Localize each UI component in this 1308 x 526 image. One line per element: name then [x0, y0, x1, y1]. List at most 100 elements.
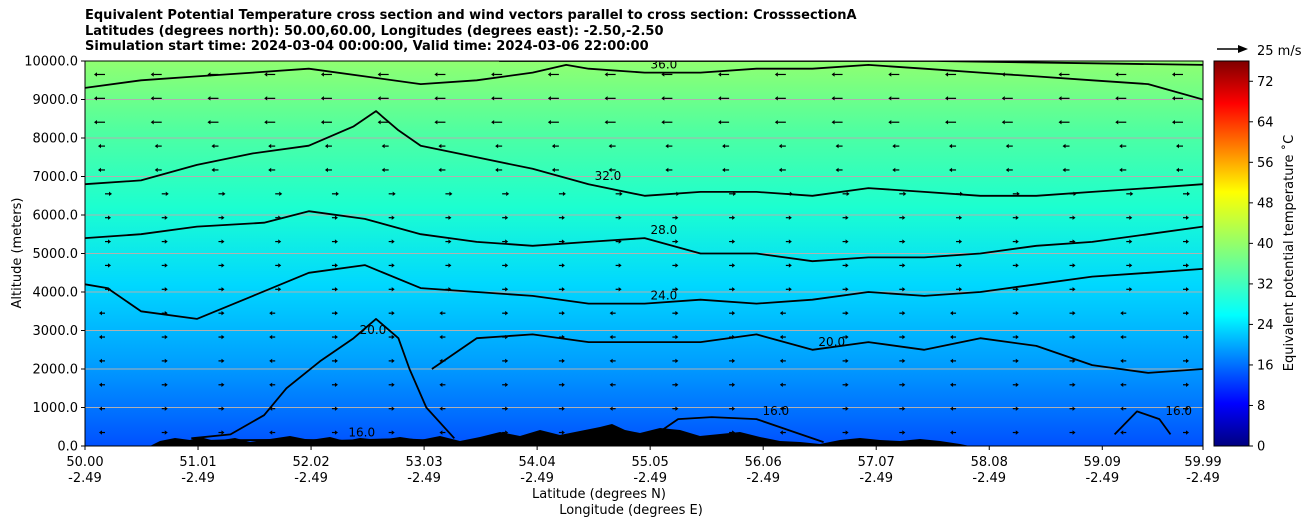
- wind-vector-head: [561, 215, 565, 220]
- x-axis-label: Latitude (degrees N): [532, 487, 666, 502]
- wind-vector-head: [675, 382, 679, 387]
- wind-vector-head: [491, 96, 495, 101]
- colorbar-tick-label: 0: [1257, 440, 1265, 455]
- wind-vector-head: [448, 239, 452, 244]
- wind-vector-head: [732, 239, 736, 244]
- wind-vector-head: [164, 430, 168, 435]
- wind-vector-head: [788, 215, 792, 220]
- y-axis-label: Altitude (meters): [10, 198, 25, 309]
- wind-vector-head: [902, 215, 906, 220]
- y-tick-label: 10000.0: [24, 55, 78, 70]
- wind-vector-head: [505, 215, 509, 220]
- wind-vector-head: [547, 96, 551, 101]
- wind-vector-head: [449, 191, 453, 197]
- wind-vector-head: [902, 358, 906, 364]
- wind-vector-head: [722, 167, 726, 173]
- wind-vector-head: [1172, 96, 1175, 101]
- wind-vector-head: [1072, 358, 1076, 364]
- wind-vector-head: [99, 358, 102, 364]
- wind-vector-head: [1115, 96, 1119, 101]
- wind-vector-head: [950, 430, 954, 435]
- wind-vector-head: [561, 334, 565, 340]
- colorbar-tick-label: 16: [1257, 358, 1274, 373]
- wind-vector-head: [675, 334, 679, 340]
- x-axis-label-2: Longitude (degrees E): [559, 503, 703, 518]
- wind-vector-head: [269, 358, 273, 364]
- wind-vector-head: [439, 358, 443, 364]
- wind-vector-head: [164, 215, 168, 220]
- wind-vector-head: [269, 406, 273, 411]
- wind-vector-head: [381, 143, 385, 149]
- wind-vector-head: [439, 430, 443, 435]
- wind-vector-head: [505, 239, 509, 244]
- wind-vector-head: [108, 263, 111, 268]
- wind-vector-head: [1058, 72, 1062, 77]
- colorbar-tick-label: 56: [1257, 156, 1274, 171]
- wind-vector-head: [377, 96, 381, 101]
- wind-vector-head: [505, 287, 509, 292]
- wind-vector-head: [551, 167, 555, 173]
- wind-vector-head: [835, 143, 839, 149]
- wind-vector-head: [609, 358, 613, 364]
- wind-vector-head: [561, 430, 565, 435]
- wind-vector-head: [732, 358, 736, 364]
- wind-vector-head: [269, 430, 273, 435]
- wind-vector-head: [1015, 287, 1019, 292]
- wind-vector-head: [845, 239, 849, 244]
- title-line-1: Equivalent Potential Temperature cross s…: [85, 8, 857, 23]
- wind-vector-head: [732, 287, 736, 292]
- wind-vector-head: [675, 406, 679, 411]
- colorbar-tick-label: 8: [1257, 399, 1265, 414]
- wind-vector-head: [164, 239, 168, 244]
- wind-vector-head: [99, 430, 102, 435]
- wind-vector-head: [1072, 406, 1076, 411]
- wind-vector-head: [561, 406, 565, 411]
- wind-vector-head: [1058, 120, 1062, 125]
- wind-vector-head: [788, 263, 792, 268]
- contour-line: [431, 333, 1203, 374]
- wind-vector-head: [1129, 215, 1133, 220]
- wind-vector-head: [718, 120, 722, 125]
- wind-vector-head: [98, 167, 101, 173]
- wind-vector-head: [618, 287, 622, 292]
- wind-vector-head: [1115, 120, 1119, 125]
- wind-vector-head: [950, 382, 954, 387]
- wind-vector-head: [831, 120, 835, 125]
- y-tick-label: 7000.0: [33, 170, 79, 185]
- wind-vector-head: [439, 406, 443, 411]
- wind-vector-head: [608, 143, 612, 149]
- wind-vector-head: [561, 310, 565, 316]
- colorbar-tick-label: 24: [1257, 318, 1274, 333]
- wind-vector-head: [279, 191, 283, 197]
- wind-vector-head: [945, 72, 949, 77]
- wind-vector-head: [150, 96, 154, 101]
- vector-key: 25 m/s: [1217, 44, 1302, 59]
- wind-vector-head: [779, 430, 783, 435]
- x-tick-lon-label: -2.49: [68, 471, 102, 486]
- wind-vector-head: [381, 167, 385, 173]
- wind-vector-head: [334, 358, 338, 364]
- wind-vector-head: [334, 263, 338, 268]
- wind-vector-head: [207, 96, 211, 101]
- wind-vector-head: [334, 406, 338, 411]
- x-tick-lat-label: 56.06: [745, 455, 782, 470]
- wind-vector-head: [391, 310, 395, 316]
- wind-vector-head: [1015, 334, 1019, 340]
- wind-vector-head: [506, 191, 510, 197]
- wind-vector-head: [1120, 406, 1124, 411]
- wind-vector-head: [902, 287, 906, 292]
- x-tick-lon-label: -2.49: [859, 471, 893, 486]
- wind-vector-head: [561, 263, 565, 268]
- wind-vector-head: [561, 358, 565, 364]
- wind-vector-head: [505, 263, 509, 268]
- wind-vector-head: [448, 287, 452, 292]
- wind-vector-head: [221, 430, 225, 435]
- chart-title: Equivalent Potential Temperature cross s…: [85, 8, 857, 55]
- contour-line: [1113, 410, 1172, 436]
- wind-vector-head: [831, 96, 835, 101]
- wind-vector-head: [845, 358, 849, 364]
- wind-vector-head: [950, 334, 954, 340]
- wind-vector-head: [846, 191, 850, 197]
- wind-vector-head: [774, 120, 778, 125]
- wind-vector-head: [608, 167, 612, 173]
